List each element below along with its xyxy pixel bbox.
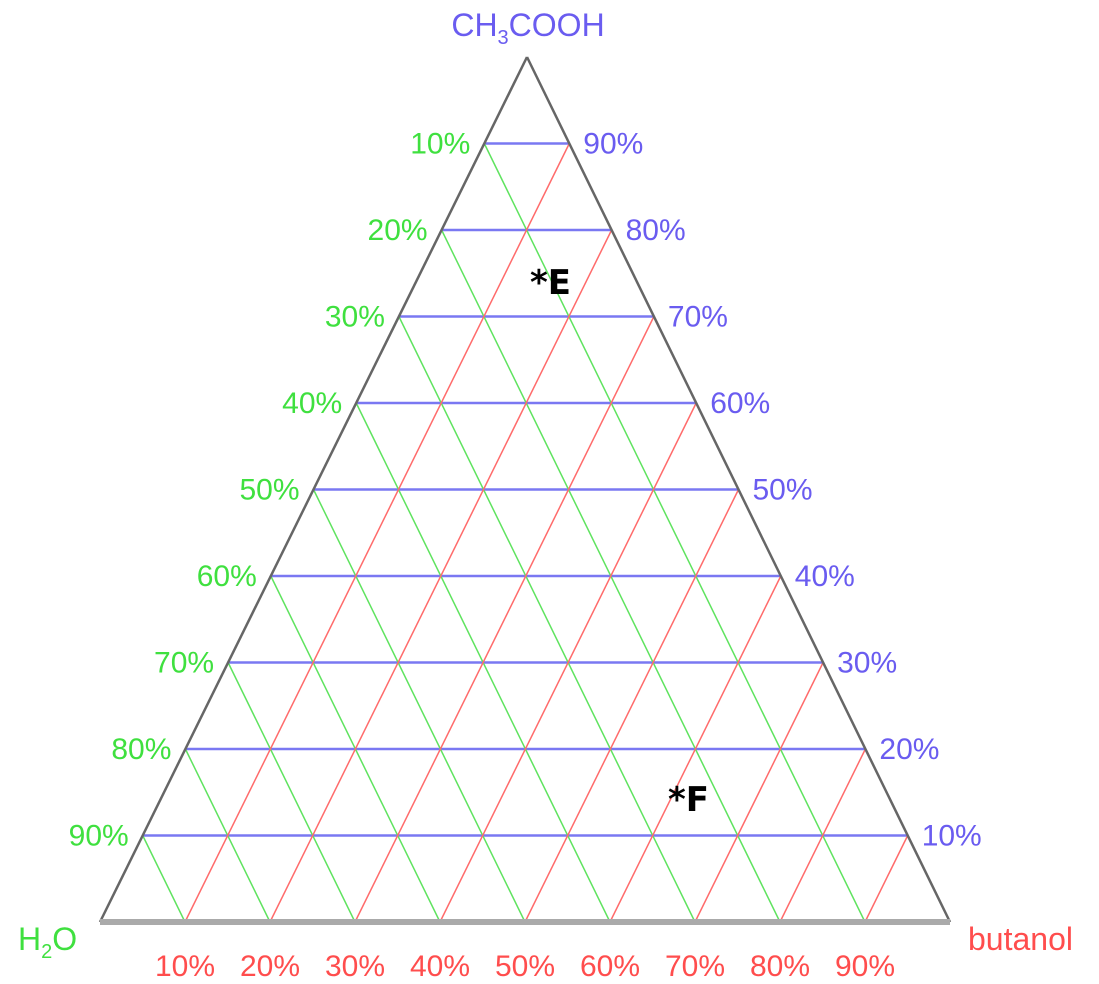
butanol-tick-label: 20% <box>240 950 300 983</box>
water-tick-label: 40% <box>282 387 342 420</box>
vertex-label-butanol: butanol <box>968 921 1073 957</box>
water-grid-line <box>399 317 695 923</box>
water-tick-label: 30% <box>325 301 385 334</box>
vertex-label-acetic-acid: CH3COOH <box>451 7 604 49</box>
acid-tick-label: 10% <box>922 820 982 853</box>
butanol-tick-label: 70% <box>665 950 725 983</box>
vertex-label-acetic-acid-subscript: 3 <box>498 27 509 49</box>
water-grid-line <box>314 490 526 923</box>
vertex-label-water-subscript: 2 <box>41 941 52 963</box>
vertex-label-water: H2O <box>18 921 77 963</box>
water-tick-label: 20% <box>368 214 428 247</box>
butanol-tick-label: 60% <box>580 950 640 983</box>
vertex-label-water-rest: O <box>52 921 77 957</box>
vertex-label-water-main: H <box>18 921 41 957</box>
butanol-grid-line <box>355 317 654 923</box>
water-tick-label: 90% <box>69 820 129 853</box>
water-grid-lines <box>143 144 865 923</box>
vertex-label-acetic-acid-rest: COOH <box>509 7 605 43</box>
butanol-grid-line <box>185 144 569 923</box>
point-e-label: *E <box>530 263 571 303</box>
water-tick-label: 70% <box>154 647 214 680</box>
butanol-grid-line <box>525 490 739 923</box>
acid-tick-label: 40% <box>795 560 855 593</box>
point-f-label: *F <box>668 780 709 820</box>
acid-tick-label: 50% <box>753 474 813 507</box>
water-tick-label: 60% <box>197 560 257 593</box>
water-grid-line <box>228 663 355 923</box>
water-tick-label: 10% <box>410 128 470 161</box>
water-tick-label: 80% <box>111 733 171 766</box>
vertex-label-acetic-acid-main: CH <box>451 7 497 43</box>
acid-tick-label: 90% <box>583 128 643 161</box>
acid-tick-label: 80% <box>626 214 686 247</box>
butanol-tick-label: 50% <box>495 950 555 983</box>
butanol-grid-line <box>865 836 908 923</box>
water-tick-label: 50% <box>239 474 299 507</box>
acid-tick-label: 20% <box>879 733 939 766</box>
butanol-tick-label: 30% <box>325 950 385 983</box>
acid-tick-label: 70% <box>668 301 728 334</box>
water-grid-line <box>143 836 185 923</box>
butanol-tick-label: 10% <box>155 950 215 983</box>
butanol-tick-label: 90% <box>835 950 895 983</box>
acid-tick-label: 60% <box>710 387 770 420</box>
butanol-tick-labels: 10% 20% 30% 40% 50% 60% 70% 80% 90% <box>155 950 895 983</box>
butanol-grid-line <box>695 663 823 923</box>
acid-tick-label: 30% <box>837 647 897 680</box>
butanol-tick-label: 80% <box>750 950 810 983</box>
butanol-tick-label: 40% <box>410 950 470 983</box>
